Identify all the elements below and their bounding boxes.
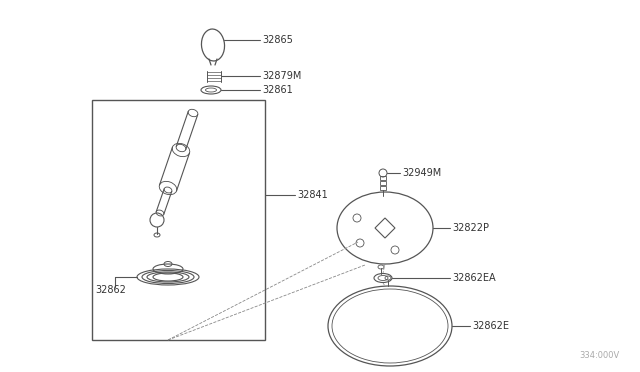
- Bar: [380, 176, 386, 180]
- Text: 32879M: 32879M: [262, 71, 301, 81]
- Bar: [380, 181, 386, 185]
- Text: 32822P: 32822P: [452, 223, 489, 233]
- Text: 32949M: 32949M: [402, 168, 441, 178]
- Text: 32862: 32862: [95, 285, 126, 295]
- Text: 32865: 32865: [262, 35, 293, 45]
- Text: 32841: 32841: [297, 190, 328, 200]
- Text: 32862E: 32862E: [472, 321, 509, 331]
- Bar: [92, 100, 265, 340]
- Text: 334:000V: 334:000V: [580, 351, 620, 360]
- Text: 32862EA: 32862EA: [452, 273, 495, 283]
- Text: 32861: 32861: [262, 85, 292, 95]
- Bar: [380, 186, 386, 190]
